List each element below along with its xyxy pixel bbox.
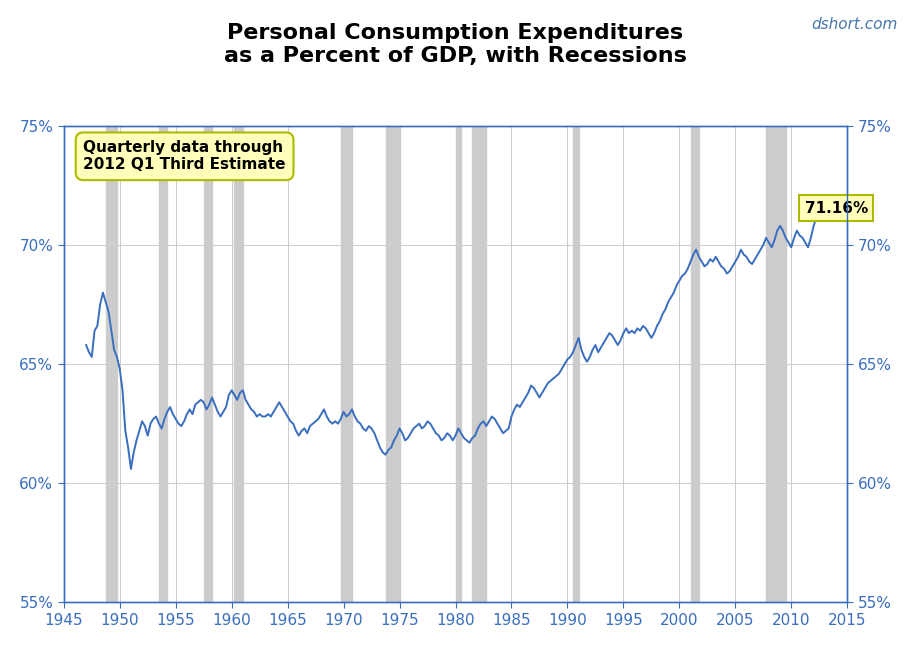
Bar bbox=[204, 126, 212, 602]
Text: 71.16%: 71.16% bbox=[804, 201, 868, 216]
Text: dshort.com: dshort.com bbox=[811, 17, 897, 32]
Bar bbox=[472, 126, 486, 602]
Bar bbox=[106, 126, 117, 602]
Bar bbox=[456, 126, 461, 602]
Bar bbox=[573, 126, 578, 602]
Text: as a Percent of GDP, with Recessions: as a Percent of GDP, with Recessions bbox=[224, 46, 687, 66]
Bar bbox=[159, 126, 168, 602]
Text: Quarterly data through
2012 Q1 Third Estimate: Quarterly data through 2012 Q1 Third Est… bbox=[84, 140, 286, 173]
Bar bbox=[766, 126, 785, 602]
Bar bbox=[234, 126, 243, 602]
Bar bbox=[385, 126, 400, 602]
Bar bbox=[691, 126, 699, 602]
Text: Personal Consumption Expenditures: Personal Consumption Expenditures bbox=[228, 23, 683, 43]
Bar bbox=[341, 126, 352, 602]
